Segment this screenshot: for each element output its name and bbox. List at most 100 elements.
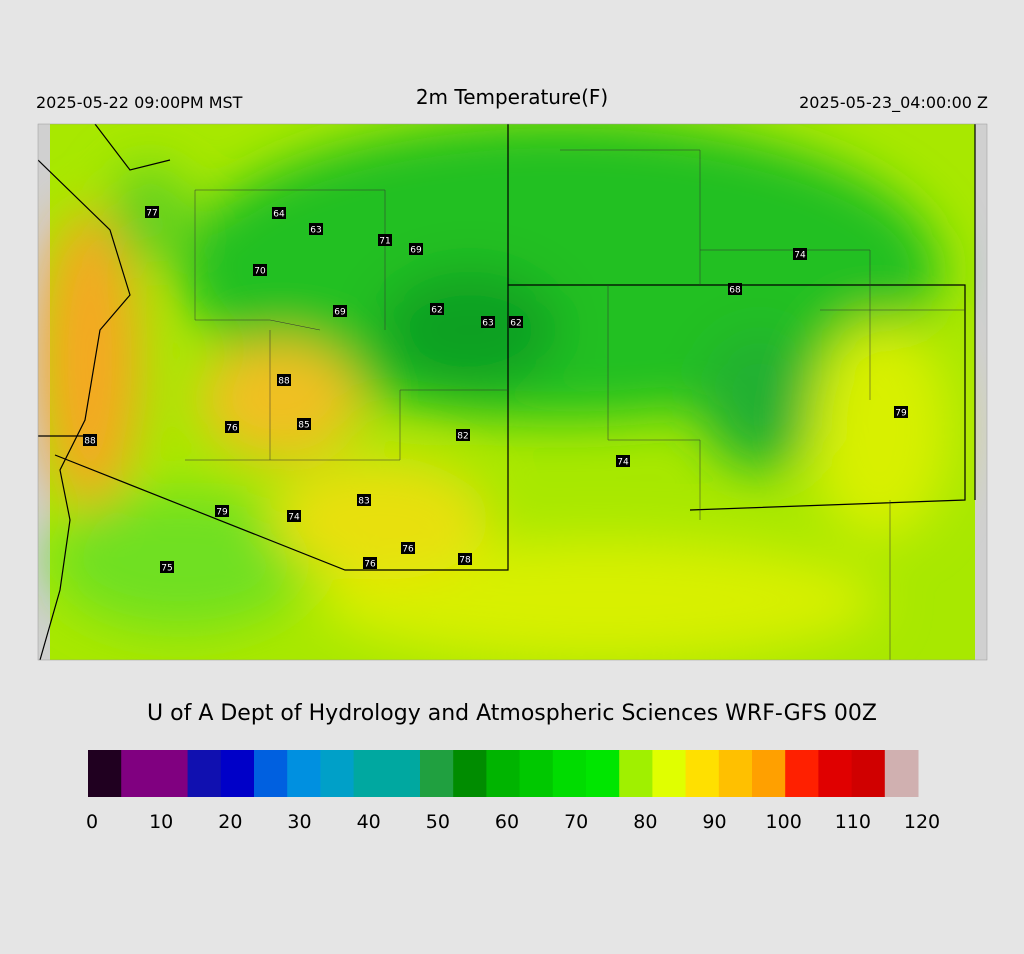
colorbar-tick-label: 40	[357, 811, 381, 833]
map-frame	[37, 123, 988, 661]
station-value: 79	[216, 508, 228, 518]
station-value: 76	[226, 424, 238, 434]
station-box	[215, 505, 229, 517]
colorbar-tick-label: 60	[495, 811, 519, 833]
colorbar-swatch	[718, 750, 753, 797]
station-value: 64	[273, 210, 285, 220]
colorbar-swatch	[586, 750, 620, 797]
colorbar-swatch	[287, 750, 321, 797]
station-box	[225, 421, 239, 433]
colorbar-swatch	[752, 750, 786, 797]
station-box	[253, 264, 267, 276]
station-box	[509, 316, 523, 328]
valid-time-local: 2025-05-22 09:00PM MST	[36, 93, 243, 112]
colorbar-swatch	[320, 750, 355, 797]
colorbar-swatch	[851, 750, 886, 797]
colorbar-swatch	[685, 750, 720, 797]
station-value: 63	[310, 226, 321, 236]
colorbar-tick-label: 100	[766, 811, 802, 833]
station-box	[458, 553, 472, 565]
station-box	[456, 429, 470, 441]
station-value: 78	[459, 556, 471, 566]
station-box	[357, 494, 371, 506]
station-box	[894, 406, 908, 418]
station-value: 62	[510, 319, 521, 329]
station-box	[793, 248, 807, 260]
colorbar-tick-label: 0	[86, 811, 98, 833]
station-box	[277, 374, 291, 386]
station-value: 75	[161, 564, 172, 574]
colorbar-swatch	[88, 750, 122, 797]
colorbar-swatch	[187, 750, 222, 797]
colorbar: 0 10 20 30 40 50 60 70 80 90 100 110 120	[86, 750, 940, 833]
station-box	[728, 283, 742, 295]
station-value: 83	[358, 497, 369, 507]
colorbar-swatch	[353, 750, 388, 797]
colorbar-swatch	[785, 750, 819, 797]
station-box	[409, 243, 423, 255]
station-value: 85	[298, 421, 309, 431]
station-value: 77	[146, 209, 157, 219]
station-box	[430, 303, 444, 315]
station-box	[481, 316, 495, 328]
station-readings: 77 64 63 71 69 70 69 62 63 62 88 76 85 82 88 79 74 83 76 76…	[83, 206, 908, 574]
station-value: 70	[254, 267, 266, 277]
station-value: 74	[617, 458, 629, 468]
station-box	[333, 305, 347, 317]
county-lines	[185, 149, 965, 660]
station-value: 63	[482, 319, 493, 329]
station-box	[83, 434, 97, 446]
colorbar-swatch	[486, 750, 521, 797]
colorbar-tick-label: 120	[904, 811, 940, 833]
station-box	[160, 561, 174, 573]
colorbar-swatch	[884, 750, 919, 797]
colorbar-tick-label: 10	[149, 811, 173, 833]
station-value: 79	[895, 409, 907, 419]
colorbar-swatch	[519, 750, 554, 797]
station-value: 69	[410, 246, 422, 256]
colorbar-swatch	[818, 750, 853, 797]
colorbar-swatch	[220, 750, 255, 797]
map-title: 2m Temperature(F)	[416, 85, 608, 109]
station-value: 74	[288, 513, 300, 523]
temperature-field	[38, 124, 987, 660]
station-box	[287, 510, 301, 522]
colorbar-tick-label: 50	[426, 811, 450, 833]
colorbar-tick-label: 20	[218, 811, 242, 833]
station-value: 68	[729, 286, 741, 296]
station-value: 69	[334, 308, 346, 318]
colorbar-tick-label: 70	[564, 811, 588, 833]
station-value: 88	[84, 437, 96, 447]
station-box	[145, 206, 159, 218]
colorbar-swatch	[254, 750, 288, 797]
colorbar-swatch	[121, 750, 155, 797]
station-value: 88	[278, 377, 290, 387]
colorbar-tick-label: 90	[702, 811, 726, 833]
station-box	[401, 542, 415, 554]
colorbar-swatch	[652, 750, 687, 797]
station-value: 76	[402, 545, 414, 555]
station-value: 74	[794, 251, 806, 261]
station-box	[363, 557, 377, 569]
colorbar-swatch	[552, 750, 587, 797]
colorbar-tick-label: 110	[835, 811, 871, 833]
colorbar-tick-label: 30	[287, 811, 311, 833]
credit: U of A Dept of Hydrology and Atmospheric…	[147, 701, 877, 726]
station-box	[616, 455, 630, 467]
station-box	[272, 207, 286, 219]
station-value: 71	[379, 237, 390, 247]
station-box	[309, 223, 323, 235]
station-value: 76	[364, 560, 376, 570]
station-value: 82	[457, 432, 468, 442]
colorbar-tick-label: 80	[633, 811, 657, 833]
colorbar-swatch	[154, 750, 189, 797]
station-box	[378, 234, 392, 246]
station-value: 62	[431, 306, 442, 316]
colorbar-swatch	[386, 750, 421, 797]
colorbar-swatch	[420, 750, 454, 797]
station-box	[297, 418, 311, 430]
field-shading	[40, 124, 950, 660]
colorbar-swatch	[453, 750, 487, 797]
